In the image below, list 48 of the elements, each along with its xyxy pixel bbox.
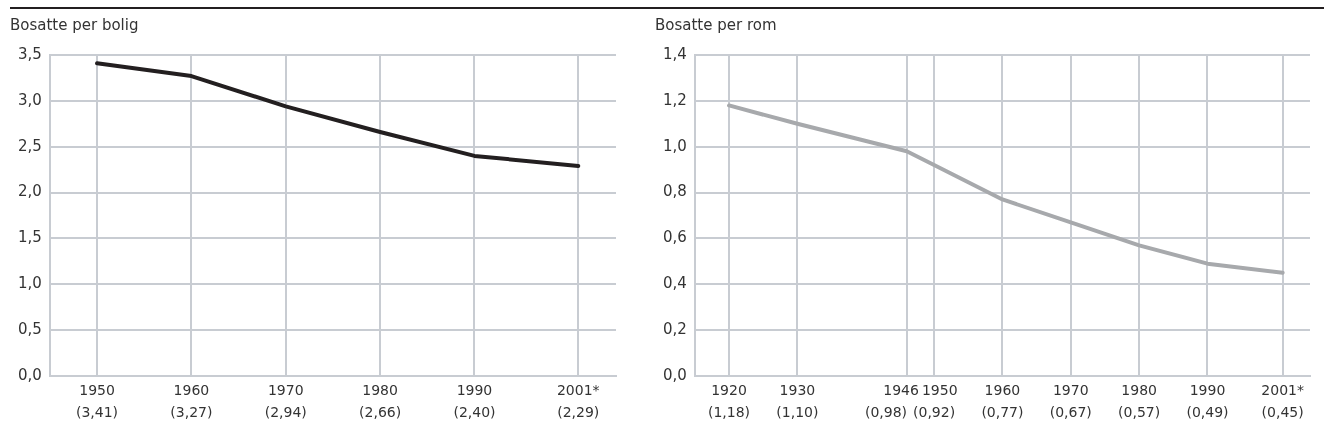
text: (2,40) (453, 403, 496, 420)
text: (0,57) (1118, 403, 1161, 420)
y-tick-label: 1,2 (663, 90, 687, 109)
text: (0,98) (864, 403, 908, 420)
text: (3,41) (75, 403, 119, 420)
y-tick-label: 1,5 (18, 228, 42, 247)
x-tick-label: 1920 (711, 381, 747, 398)
y-tick-label: 1,0 (663, 136, 687, 155)
x-tick-label: 1946 (883, 381, 919, 398)
y-tick-label: 0,2 (663, 320, 687, 339)
x-tick-label: 1950 (79, 381, 115, 398)
x-tick-label: 1980 (362, 381, 398, 398)
x-tick-label: 1990 (1189, 381, 1226, 398)
text: (0,77) (981, 403, 1024, 420)
text: (1,10) (776, 403, 819, 420)
y-tick-label: 0,5 (18, 320, 42, 339)
text: (1,18) (707, 403, 751, 420)
x-tick-label: 1960 (984, 381, 1021, 398)
y-tick-label: 1,0 (18, 274, 42, 293)
text: (2,29) (557, 403, 600, 420)
y-tick-label: 0,4 (663, 274, 687, 293)
y-tick-label: 2,5 (18, 136, 42, 155)
y-axis-title: Bosatte per bolig (10, 16, 139, 34)
x-tick-label: 1970 (267, 381, 304, 398)
y-axis-title: Bosatte per rom (655, 16, 777, 34)
y-tick-label: 0,8 (663, 182, 687, 201)
text: (2,94) (264, 403, 307, 420)
y-tick-label: 0,0 (663, 365, 687, 384)
x-tick-label: 1950 (921, 381, 958, 398)
x-tick-label: 1930 (779, 381, 816, 398)
text: (0,92) (913, 403, 956, 420)
text: (0,67) (1049, 403, 1092, 420)
x-tick-label: 1960 (173, 381, 210, 398)
x-tick-label: 1980 (1121, 381, 1157, 398)
y-tick-label: 1,4 (663, 44, 687, 63)
text: (0,45) (1261, 403, 1304, 420)
x-tick-label: 1970 (1052, 381, 1089, 398)
x-tick-label: 1990 (456, 381, 493, 398)
y-tick-label: 3,0 (18, 90, 42, 109)
y-tick-label: 0,0 (18, 365, 42, 384)
y-tick-label: 0,6 (663, 228, 687, 247)
x-tick-label: 2001* (556, 381, 600, 398)
y-tick-label: 2,0 (18, 182, 42, 201)
text: (3,27) (170, 403, 213, 420)
x-tick-label: 2001* (1261, 381, 1304, 398)
y-tick-label: 3,5 (18, 44, 42, 63)
text: (2,66) (359, 403, 402, 420)
text: (0,49) (1186, 403, 1229, 420)
